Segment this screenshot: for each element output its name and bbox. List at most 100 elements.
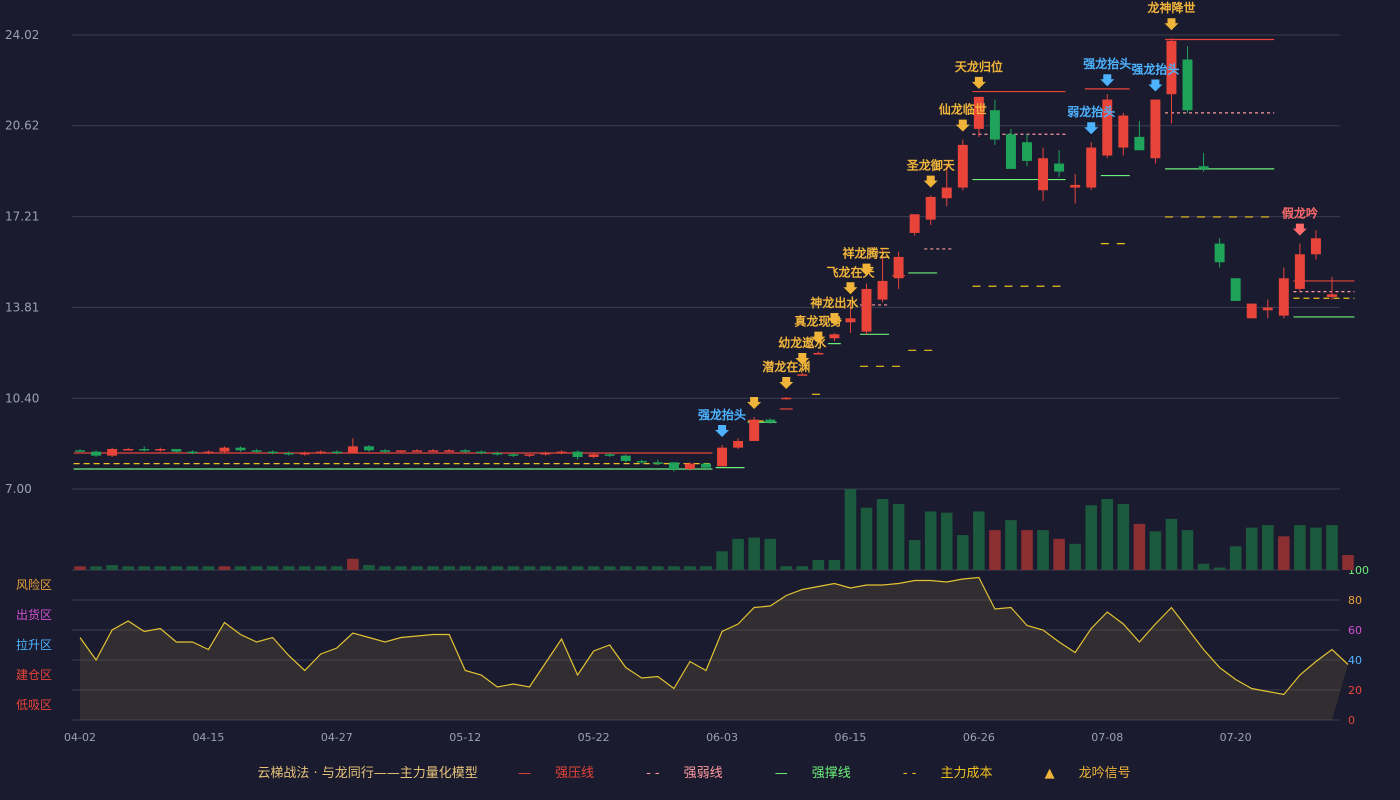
volume-bar <box>940 512 953 570</box>
candle-body <box>1198 166 1209 169</box>
volume-bar <box>924 511 937 570</box>
price-tick-label: 13.81 <box>5 300 39 314</box>
candle-body <box>813 352 824 355</box>
candle-body <box>957 144 968 188</box>
x-tick-label: 04-27 <box>321 731 353 744</box>
volume-bar <box>1085 505 1097 570</box>
volume-bar <box>636 566 648 570</box>
candle-body <box>492 452 503 455</box>
volume-bar <box>298 566 311 570</box>
legend-item-main-cost[interactable]: - - 主力成本 <box>902 766 993 781</box>
volume-bar <box>1278 536 1290 570</box>
x-tick-label: 05-22 <box>578 731 610 744</box>
candle-body <box>973 96 984 129</box>
indicator-axis-label: 40 <box>1348 654 1362 667</box>
candle-body <box>893 256 904 279</box>
volume-bar <box>122 566 134 570</box>
candle-body <box>123 448 134 451</box>
volume-bar <box>1165 518 1178 570</box>
signal-label: 圣龙御天 <box>906 158 956 173</box>
zone-label: 低吸区 <box>16 698 52 712</box>
candle-body <box>347 446 358 453</box>
candle-body <box>187 451 198 454</box>
candle-body <box>1326 294 1337 297</box>
price-tick-label: 20.62 <box>5 119 39 133</box>
candle-body <box>604 454 615 456</box>
signal-arrow <box>1164 18 1179 31</box>
signal-label: 强龙抬头 <box>1083 56 1131 71</box>
candle-body <box>909 214 920 233</box>
signal-arrow <box>1292 223 1307 236</box>
volume-bar <box>266 566 279 570</box>
volume-bar <box>202 566 215 570</box>
candle-body <box>139 448 150 451</box>
price-tick-label: 17.21 <box>5 210 39 224</box>
volume-bar <box>1101 498 1114 570</box>
legend-item-strong-pressure[interactable]: — 强压线 <box>517 766 594 781</box>
candle-body <box>620 455 631 461</box>
volume-bar <box>234 566 247 570</box>
x-tick-label: 04-15 <box>192 731 224 744</box>
volume-bar <box>475 566 488 570</box>
volume-bar <box>652 566 664 570</box>
x-tick-label: 07-20 <box>1220 731 1252 744</box>
candle-body <box>251 450 262 452</box>
volume-bar <box>908 540 921 570</box>
candle-body <box>1118 115 1129 148</box>
volume-bar <box>1245 527 1258 570</box>
signal-label: 强龙抬头 <box>1131 62 1179 77</box>
volume-bar <box>282 566 295 570</box>
volume-bar <box>315 566 327 570</box>
volume-bar <box>571 566 584 570</box>
candle-body <box>1294 254 1305 289</box>
volume-bar <box>491 566 504 570</box>
candle-body <box>460 450 471 452</box>
volume-bar <box>555 566 568 570</box>
signal-arrow <box>747 396 762 409</box>
candle-body <box>1054 163 1065 172</box>
legend-item-dragon-signal[interactable]: ▲ 龙吟信号 <box>1044 766 1131 781</box>
volume-bar <box>395 566 407 570</box>
candle-body <box>396 450 407 452</box>
volume-bar <box>427 566 439 570</box>
signal-arrow <box>843 282 858 295</box>
signal-arrow <box>923 175 938 188</box>
x-tick-label: 06-15 <box>834 731 866 744</box>
candle-body <box>701 463 711 468</box>
volume-bar <box>1213 567 1226 570</box>
candle-body <box>684 463 695 469</box>
signal-label: 真龙现身 <box>794 314 842 329</box>
volume-bar <box>218 566 231 570</box>
volume-bar <box>668 566 680 570</box>
price-tick-label: 24.02 <box>5 28 39 42</box>
volume-bar <box>1326 525 1338 570</box>
volume-bar <box>1261 525 1274 570</box>
volume-bar <box>619 566 632 570</box>
volume-bar <box>363 565 375 570</box>
x-tick-label: 05-12 <box>449 731 481 744</box>
legend-item-support-line[interactable]: — 强撑线 <box>774 766 851 781</box>
candle-body <box>941 187 952 199</box>
candle-body <box>989 110 1000 140</box>
volume-bar <box>250 566 263 570</box>
candle-body <box>428 450 439 452</box>
signal-label: 神龙出水 <box>810 295 859 310</box>
volume-bar <box>1197 563 1210 570</box>
volume-bar <box>1005 520 1017 570</box>
signal-label: 祥龙腾云 <box>842 246 890 261</box>
candle-body <box>171 448 182 452</box>
candle-body <box>797 374 808 376</box>
volume-bar <box>796 566 809 570</box>
candle-body <box>765 419 776 423</box>
candle-body <box>1022 142 1032 161</box>
candle-body <box>1262 307 1273 311</box>
candle-body <box>925 196 936 220</box>
candle-body <box>1278 278 1289 316</box>
signal-arrow <box>795 352 810 365</box>
candle-body <box>235 447 246 451</box>
signal-arrow <box>859 263 874 276</box>
candle-body <box>1070 184 1081 188</box>
legend-item-strength-line[interactable]: - - 强弱线 <box>646 766 723 781</box>
indicator-axis-label: 0 <box>1348 714 1355 727</box>
volume-bar <box>989 530 1001 570</box>
